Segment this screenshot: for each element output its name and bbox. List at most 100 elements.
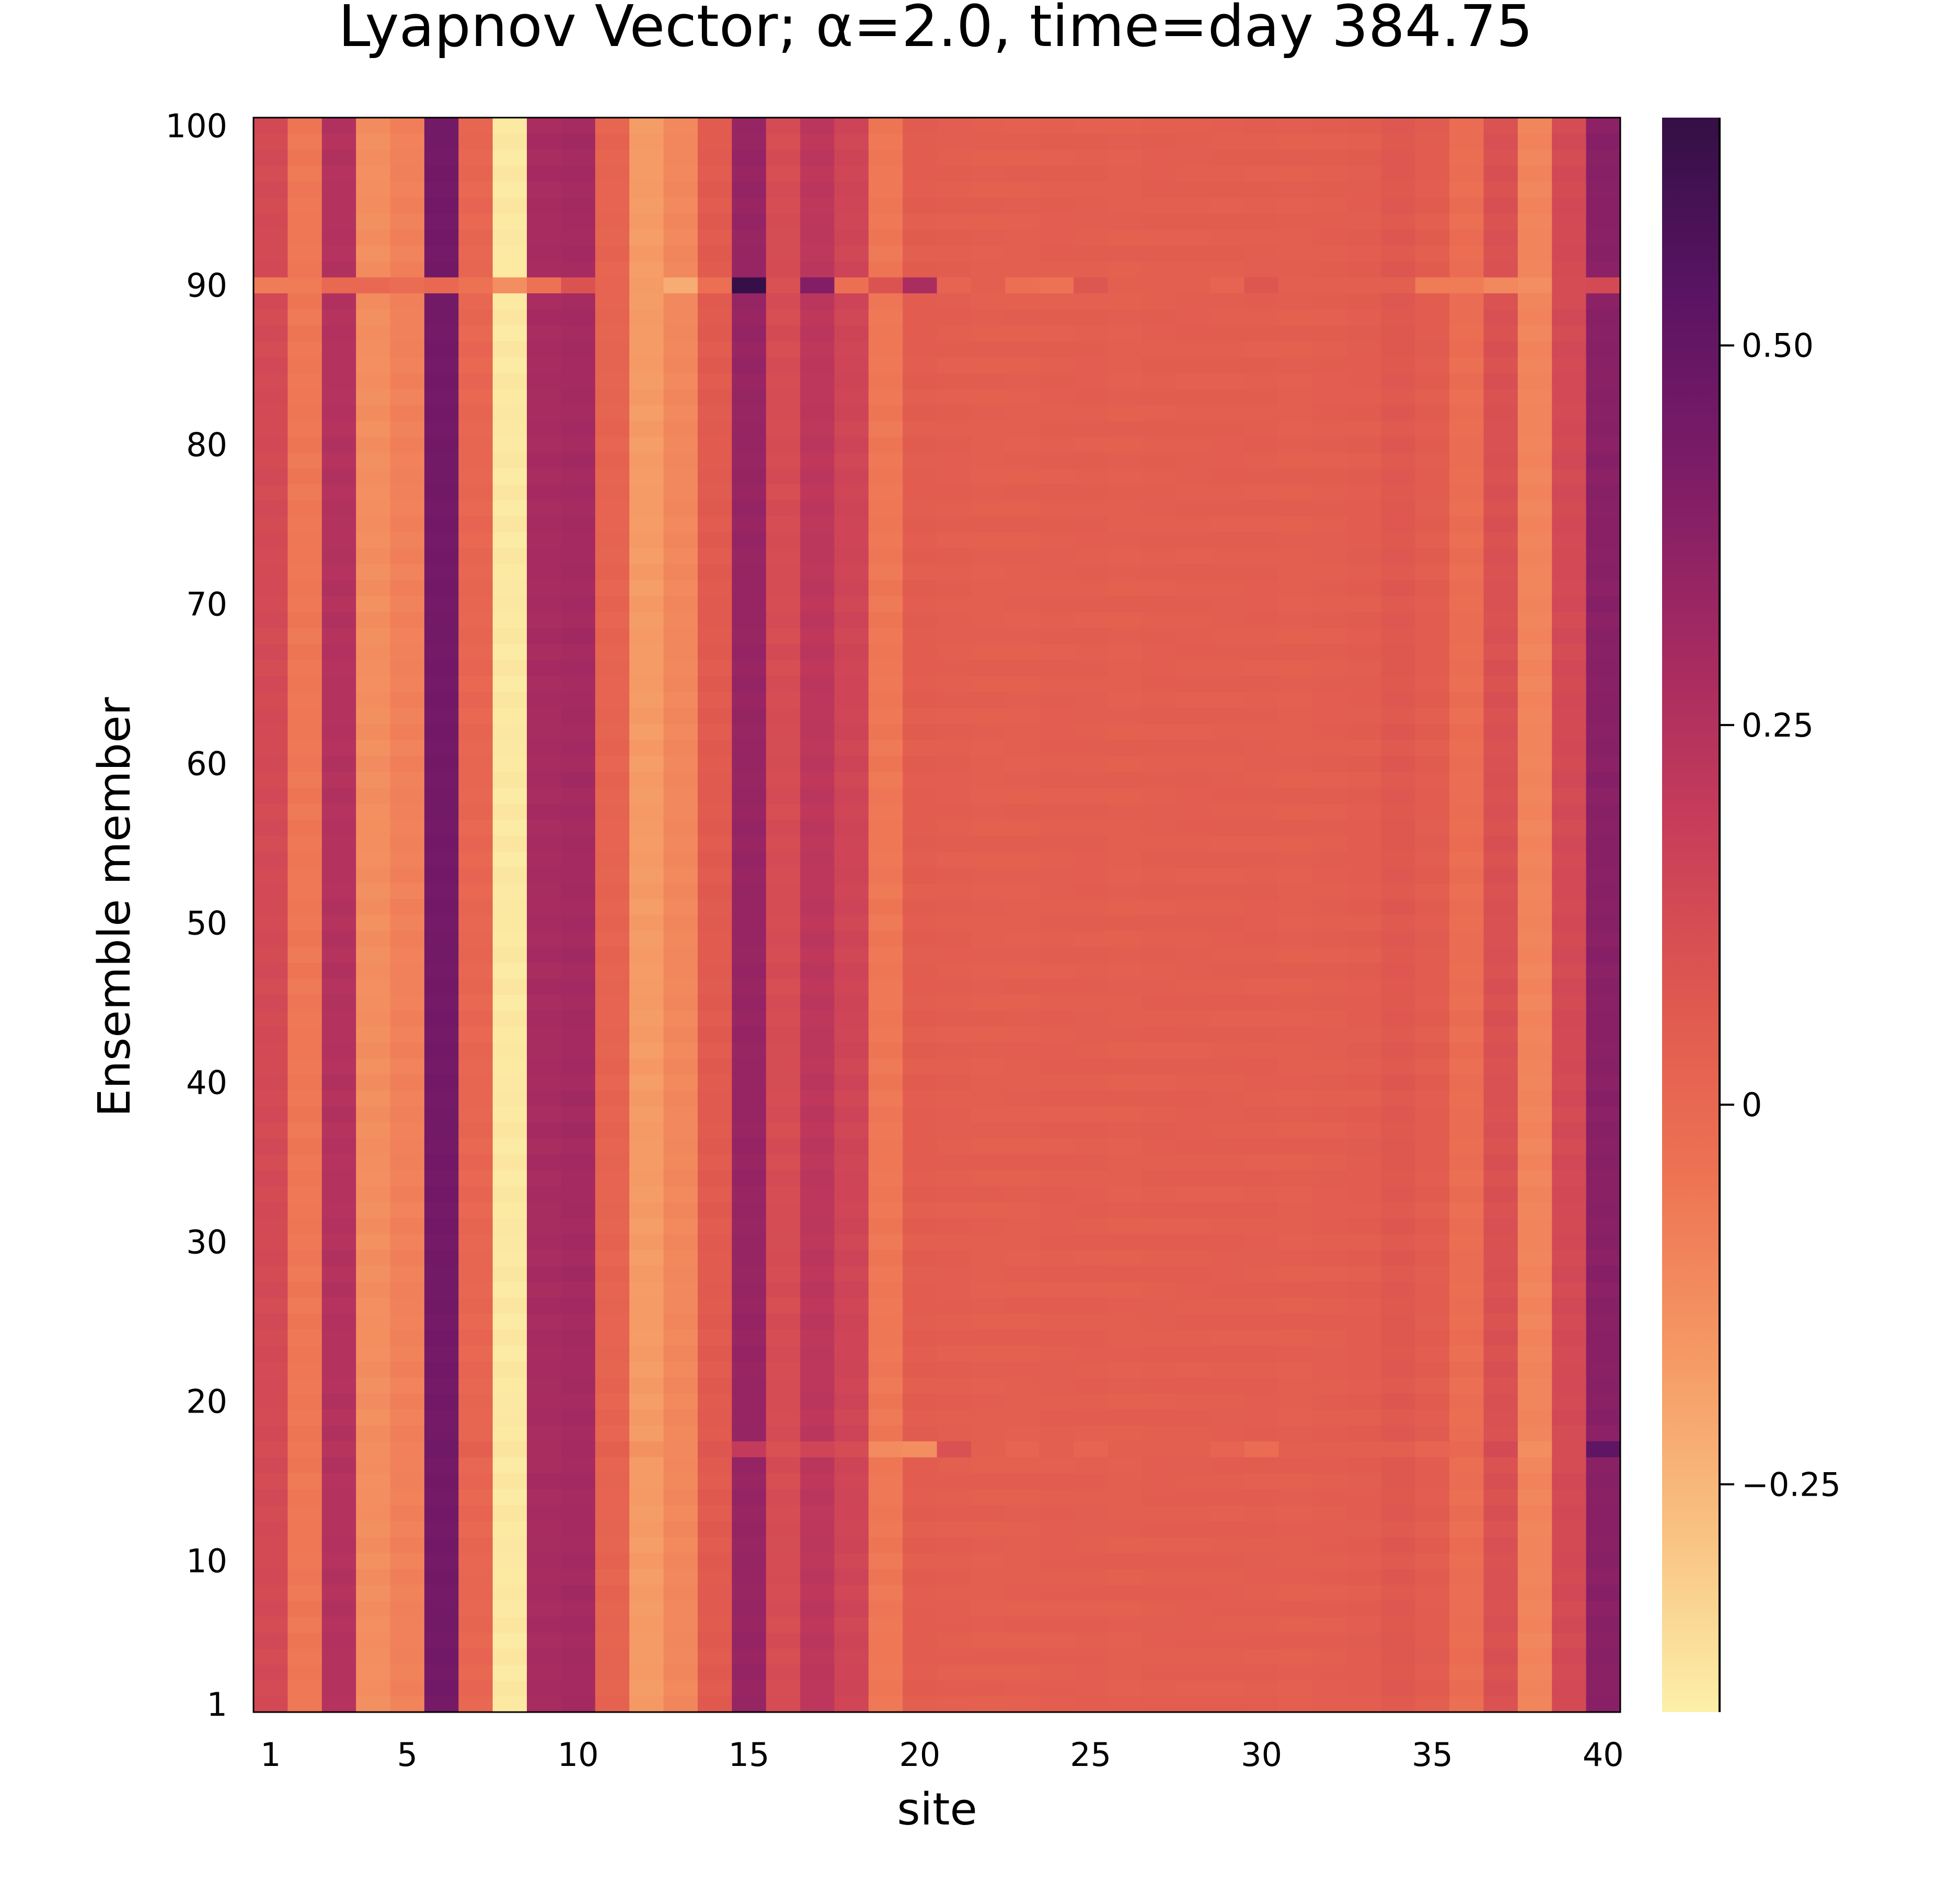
heatmap-cell xyxy=(1039,516,1074,533)
heatmap-cell xyxy=(424,692,459,708)
heatmap-cell xyxy=(1347,1313,1381,1330)
heatmap-cell xyxy=(390,962,425,979)
heatmap-cell xyxy=(1517,150,1552,166)
heatmap-cell xyxy=(1142,1521,1177,1537)
heatmap-cell xyxy=(424,1218,459,1234)
heatmap-cell xyxy=(1483,1170,1518,1187)
heatmap-cell xyxy=(1312,1074,1347,1091)
heatmap-cell xyxy=(424,277,459,294)
heatmap-cell xyxy=(937,1377,972,1394)
heatmap-cell xyxy=(1176,213,1211,230)
heatmap-cell xyxy=(1347,309,1381,326)
heatmap-cell xyxy=(492,229,527,246)
heatmap-cell xyxy=(663,819,698,836)
heatmap-cell xyxy=(253,373,288,389)
heatmap-cell xyxy=(1586,293,1621,309)
heatmap-cell xyxy=(561,452,596,469)
y-tick-label: 80 xyxy=(186,426,227,464)
heatmap-cell xyxy=(732,532,767,549)
heatmap-cell xyxy=(356,388,391,405)
heatmap-cell xyxy=(1312,1249,1347,1266)
heatmap-cell xyxy=(1449,1011,1484,1027)
heatmap-cell xyxy=(492,962,527,979)
heatmap-cell xyxy=(697,628,732,645)
heatmap-cell xyxy=(1244,118,1279,134)
heatmap-cell xyxy=(800,516,835,533)
heatmap-cell xyxy=(1347,628,1381,645)
heatmap-cell xyxy=(1347,724,1381,740)
heatmap-cell xyxy=(937,1345,972,1362)
heatmap-cell xyxy=(1039,1521,1074,1537)
heatmap-cell xyxy=(1210,1425,1245,1442)
heatmap-cell xyxy=(424,1042,459,1059)
heatmap-cell xyxy=(1517,1138,1552,1155)
heatmap-cell xyxy=(971,1106,1006,1123)
heatmap-cell xyxy=(1449,468,1484,485)
heatmap-cell xyxy=(937,1266,972,1282)
heatmap-cell xyxy=(1312,484,1347,501)
heatmap-cell xyxy=(1552,293,1587,309)
heatmap-cell xyxy=(1005,1313,1040,1330)
heatmap-cell xyxy=(561,1011,596,1027)
heatmap-cell xyxy=(1005,771,1040,788)
heatmap-cell xyxy=(1108,994,1143,1011)
heatmap-cell xyxy=(1244,1536,1279,1553)
heatmap-cell xyxy=(834,1536,869,1553)
heatmap-cell xyxy=(321,1313,356,1330)
heatmap-cell xyxy=(800,660,835,676)
heatmap-cell xyxy=(287,150,322,166)
heatmap-cell xyxy=(1005,867,1040,883)
heatmap-cell xyxy=(287,1648,322,1665)
heatmap-cell xyxy=(390,1058,425,1075)
heatmap-cell xyxy=(1176,1138,1211,1155)
heatmap-cell xyxy=(287,165,322,182)
heatmap-cell xyxy=(1483,1266,1518,1282)
heatmap-cell xyxy=(1244,437,1279,453)
heatmap-cell xyxy=(321,1234,356,1250)
heatmap-cell xyxy=(1108,1377,1143,1394)
heatmap-cell xyxy=(390,452,425,469)
heatmap-cell xyxy=(1278,931,1313,947)
heatmap-cell xyxy=(1347,1170,1381,1187)
heatmap-cell xyxy=(527,915,561,932)
heatmap-cell xyxy=(1552,118,1587,134)
heatmap-cell xyxy=(1483,1616,1518,1633)
heatmap-cell xyxy=(1210,1345,1245,1362)
heatmap-cell xyxy=(1552,564,1587,581)
heatmap-cell xyxy=(253,1058,288,1075)
heatmap-cell xyxy=(1278,962,1313,979)
heatmap-cell xyxy=(1586,883,1621,900)
heatmap-cell xyxy=(458,309,493,326)
heatmap-cell xyxy=(527,1138,561,1155)
heatmap-cell xyxy=(868,309,903,326)
heatmap-cell xyxy=(697,1536,732,1553)
heatmap-cell xyxy=(1483,1298,1518,1314)
heatmap-cell xyxy=(1074,1218,1108,1234)
heatmap-cell xyxy=(1415,1234,1450,1250)
heatmap-cell xyxy=(561,1218,596,1234)
heatmap-cell xyxy=(937,420,972,437)
heatmap-cell xyxy=(1005,1648,1040,1665)
heatmap-cell xyxy=(732,437,767,453)
heatmap-cell xyxy=(834,1648,869,1665)
heatmap-cell xyxy=(766,1218,801,1234)
heatmap-cell xyxy=(800,628,835,645)
heatmap-cell xyxy=(800,1249,835,1266)
heatmap-cell xyxy=(663,867,698,883)
heatmap-cell xyxy=(527,1568,561,1585)
heatmap-cell xyxy=(1210,1696,1245,1713)
heatmap-cell xyxy=(527,388,561,405)
heatmap-cell xyxy=(800,165,835,182)
heatmap-cell xyxy=(1586,500,1621,517)
heatmap-cell xyxy=(834,1026,869,1043)
heatmap-cell xyxy=(492,580,527,596)
heatmap-cell xyxy=(1005,739,1040,756)
heatmap-cell xyxy=(1074,1600,1108,1617)
heatmap-cell xyxy=(1381,516,1416,533)
heatmap-cell xyxy=(903,229,938,246)
heatmap-cell xyxy=(971,500,1006,517)
heatmap-cell xyxy=(697,851,732,868)
heatmap-cell xyxy=(732,1441,767,1458)
heatmap-cell xyxy=(800,1106,835,1123)
heatmap-cell xyxy=(800,596,835,613)
